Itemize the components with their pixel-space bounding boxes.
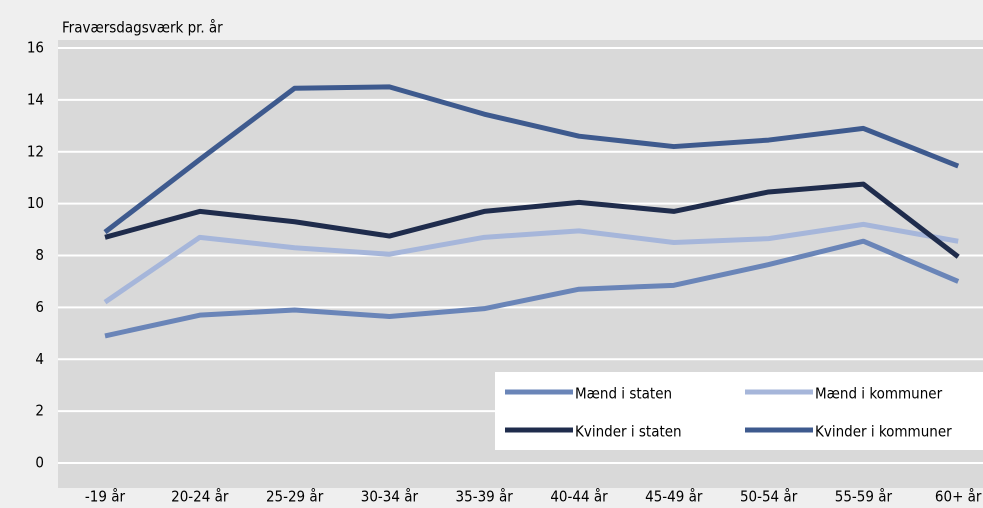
series-line (104, 181, 960, 259)
legend-box (495, 372, 983, 450)
x-tick-label: 55-59 år (835, 488, 893, 506)
x-tick-label: 35-39 år (456, 488, 514, 506)
y-tick-label: 2 (35, 402, 44, 420)
y-tick-label: 16 (27, 39, 44, 57)
x-tick-label: 40-44 år (550, 488, 608, 506)
y-tick-label: 12 (27, 142, 44, 160)
legend-label: Mænd i staten (575, 385, 672, 403)
y-tick-label: 4 (35, 350, 44, 368)
y-tick-label: 8 (35, 246, 44, 264)
x-tick-label: 45-49 år (645, 488, 703, 506)
y-tick-label: 0 (35, 454, 44, 472)
y-tick-label: 6 (35, 298, 44, 316)
legend-label: Kvinder i staten (575, 423, 682, 441)
x-tick-label: 50-54 år (740, 488, 798, 506)
y-axis-label: Fraværsdagsværk pr. år (62, 19, 223, 37)
y-tick-label: 10 (27, 194, 44, 212)
x-tick-label: 30-34 år (361, 488, 419, 506)
legend-label: Mænd i kommuner (815, 385, 943, 403)
series-line (103, 221, 959, 305)
legend-label: Kvinder i kommuner (815, 423, 952, 441)
x-tick-label: 25-29 år (266, 488, 324, 506)
x-tick-label: -19 år (85, 488, 126, 506)
series-line (104, 238, 960, 339)
series-line (103, 84, 960, 235)
x-tick-label: 60+ år (935, 488, 982, 506)
x-tick-label: 20-24 år (171, 488, 229, 506)
y-tick-label: 14 (27, 90, 44, 108)
